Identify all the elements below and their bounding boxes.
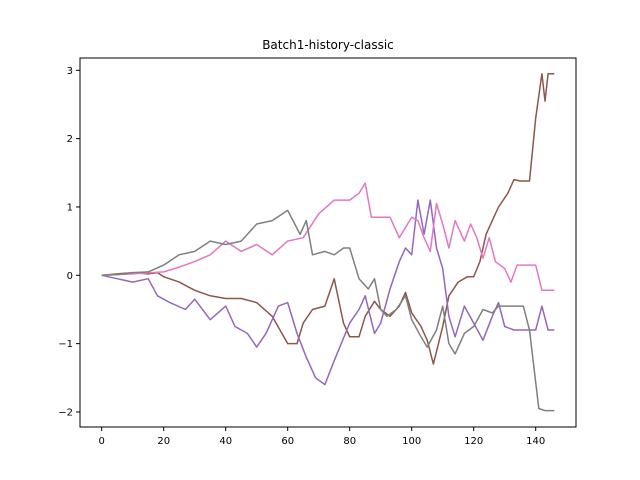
x-tick-label: 0 <box>99 436 105 447</box>
y-tick-label: 2 <box>67 134 73 145</box>
y-axis: −2 −1 0 1 2 3 <box>58 66 80 418</box>
x-tick-label: 120 <box>464 436 483 447</box>
plot-area-frame <box>79 57 577 428</box>
series-line-1 <box>101 72 555 365</box>
chart-title: Batch1-history-classic <box>262 38 394 52</box>
series-line-3 <box>101 182 555 292</box>
x-tick-label: 40 <box>219 436 232 447</box>
x-tick-label: 60 <box>281 436 294 447</box>
y-tick-label: −1 <box>58 339 73 350</box>
series-line-4 <box>101 209 555 412</box>
plot-lines <box>101 72 555 412</box>
y-tick-label: 0 <box>67 271 73 282</box>
y-tick-label: 3 <box>67 66 73 77</box>
x-tick-label: 20 <box>157 436 170 447</box>
x-tick-label: 140 <box>526 436 545 447</box>
series-line-2 <box>101 199 555 386</box>
x-tick-label: 80 <box>343 436 356 447</box>
x-tick-label: 100 <box>402 436 421 447</box>
y-tick-label: 1 <box>67 202 73 213</box>
y-tick-label: −2 <box>58 407 73 418</box>
x-axis: 0 20 40 60 80 100 120 140 <box>99 427 545 447</box>
